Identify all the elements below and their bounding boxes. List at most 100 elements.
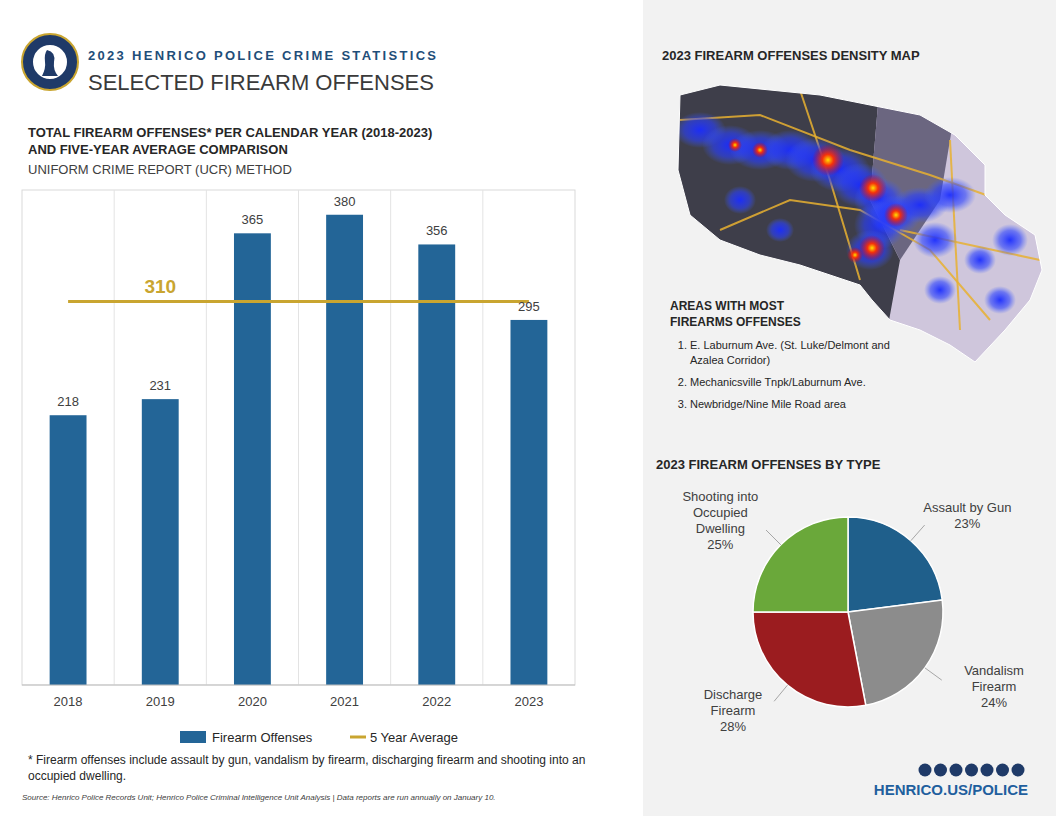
- heat-blob: [924, 177, 976, 213]
- legend: Firearm Offenses 5 Year Average: [180, 730, 458, 745]
- header-title: SELECTED FIREARM OFFENSES: [88, 70, 434, 96]
- heat-blob: [724, 186, 756, 214]
- bar: [326, 215, 363, 685]
- x-tick-label: 2020: [238, 694, 267, 709]
- leader-line: [925, 668, 942, 680]
- pie-label: Shooting into Occupied Dwelling25%: [675, 489, 765, 553]
- heat-blob: [766, 218, 794, 242]
- logo-figure: [42, 50, 58, 76]
- logo-outer: [22, 34, 78, 90]
- footer-url: HENRICO.US/POLICE: [874, 781, 1028, 798]
- chart-title: TOTAL FIREARM OFFENSES* PER CALENDAR YEA…: [28, 124, 448, 158]
- category-grid-line: [482, 190, 483, 685]
- heat-core: [884, 203, 908, 227]
- areas-list: E. Laburnum Ave. (St. Luke/Delmont and A…: [672, 338, 903, 419]
- x-tick-label: 2018: [54, 694, 83, 709]
- pie-label-name: Discharge Firearm: [688, 687, 778, 719]
- area-item: Mechanicsville Tnpk/Laburnum Ave.: [690, 375, 903, 390]
- heat-core: [847, 247, 863, 263]
- plot-marks: [50, 215, 548, 685]
- pie-chart: [753, 517, 943, 707]
- x-tick-label: 2022: [422, 694, 451, 709]
- pie-label-name: Shooting into Occupied Dwelling: [675, 489, 765, 537]
- pie-label-value: 23%: [922, 516, 1012, 532]
- heat-blob: [964, 246, 996, 274]
- data-label: 218: [57, 394, 79, 409]
- heat-blob: [924, 276, 956, 304]
- pie-title: 2023 FIREARM OFFENSES BY TYPE: [656, 457, 880, 472]
- average-line: [68, 300, 529, 303]
- page: 2182313653803562953102018201920202021202…: [0, 0, 1056, 816]
- social-icon: [965, 764, 978, 777]
- x-tick-label: 2019: [146, 694, 175, 709]
- logo: [22, 34, 78, 90]
- data-label: 231: [149, 378, 171, 393]
- map-inner: [670, 80, 1050, 370]
- heat-blob: [846, 230, 894, 270]
- legend-label: 5 Year Average: [370, 730, 458, 745]
- density-map: [670, 80, 1050, 370]
- pie-slice: [753, 517, 848, 612]
- category-grid-line: [114, 190, 115, 685]
- heat-core: [728, 138, 742, 152]
- pie-label-name: Vandalism Firearm: [949, 663, 1039, 695]
- bar: [418, 244, 455, 685]
- category-grid-line: [206, 190, 207, 685]
- data-label: 380: [334, 194, 356, 209]
- legend-label: Firearm Offenses: [212, 730, 313, 745]
- root: 2182313653803562953102018201920202021202…: [0, 0, 1056, 816]
- category-grid-line: [390, 190, 391, 685]
- pie-label: Assault by Gun23%: [922, 500, 1012, 532]
- social-icons: [919, 764, 1025, 777]
- average-label: 310: [144, 276, 176, 297]
- social-icon: [981, 764, 994, 777]
- map-east: [670, 80, 1050, 370]
- chart-subtitle: UNIFORM CRIME REPORT (UCR) METHOD: [28, 162, 292, 177]
- pie-slice: [753, 612, 866, 707]
- map-title: 2023 FIREARM OFFENSES DENSITY MAP: [662, 48, 920, 63]
- heat-core: [859, 235, 885, 261]
- data-label: 356: [426, 223, 448, 238]
- leader-line: [774, 685, 787, 701]
- social-icon: [950, 764, 963, 777]
- pie-label-value: 24%: [949, 695, 1039, 711]
- heat-core: [859, 174, 887, 202]
- heat-core: [812, 144, 844, 176]
- bar: [142, 399, 179, 685]
- bar: [510, 320, 547, 685]
- area-item: Newbridge/Nine Mile Road area: [690, 397, 903, 412]
- bar-chart: 2182313653803562953102018201920202021202…: [22, 190, 575, 745]
- x-tick-label: 2021: [330, 694, 359, 709]
- pie-label-name: Assault by Gun: [922, 500, 1012, 516]
- plot-frame: [22, 190, 575, 685]
- social-icon: [919, 764, 932, 777]
- pie-slice: [848, 517, 942, 612]
- heat-blob: [984, 286, 1016, 314]
- data-label: 295: [518, 299, 540, 314]
- pie-label-value: 25%: [675, 537, 765, 553]
- footnote: * Firearm offenses include assault by gu…: [28, 752, 608, 784]
- legend-swatch-bar: [180, 731, 206, 743]
- bar: [50, 415, 87, 685]
- x-tick-label: 2023: [514, 694, 543, 709]
- pie-label-value: 28%: [688, 719, 778, 735]
- logo-inner: [32, 44, 68, 80]
- category-grid-line: [298, 190, 299, 685]
- header-kicker: 2023 HENRICO POLICE CRIME STATISTICS: [88, 48, 438, 63]
- source: Source: Henrico Police Records Unit; Hen…: [22, 793, 496, 802]
- leader-line: [766, 530, 781, 545]
- pie-label: Discharge Firearm28%: [688, 687, 778, 735]
- social-icon: [934, 764, 947, 777]
- x-axis-line: [22, 685, 575, 686]
- heat-blob: [992, 224, 1028, 256]
- areas-title: AREAS WITH MOST FIREARMS OFFENSES: [670, 298, 820, 330]
- heat-blob: [913, 222, 957, 258]
- pie-label: Vandalism Firearm24%: [949, 663, 1039, 711]
- area-item: E. Laburnum Ave. (St. Luke/Delmont and A…: [690, 338, 903, 368]
- heat-core: [752, 142, 768, 158]
- main-svg: 2182313653803562953102018201920202021202…: [0, 0, 1056, 816]
- social-icon: [1012, 764, 1025, 777]
- social-icon: [996, 764, 1009, 777]
- legend-swatch-line: [350, 736, 366, 739]
- leader-line: [911, 525, 925, 541]
